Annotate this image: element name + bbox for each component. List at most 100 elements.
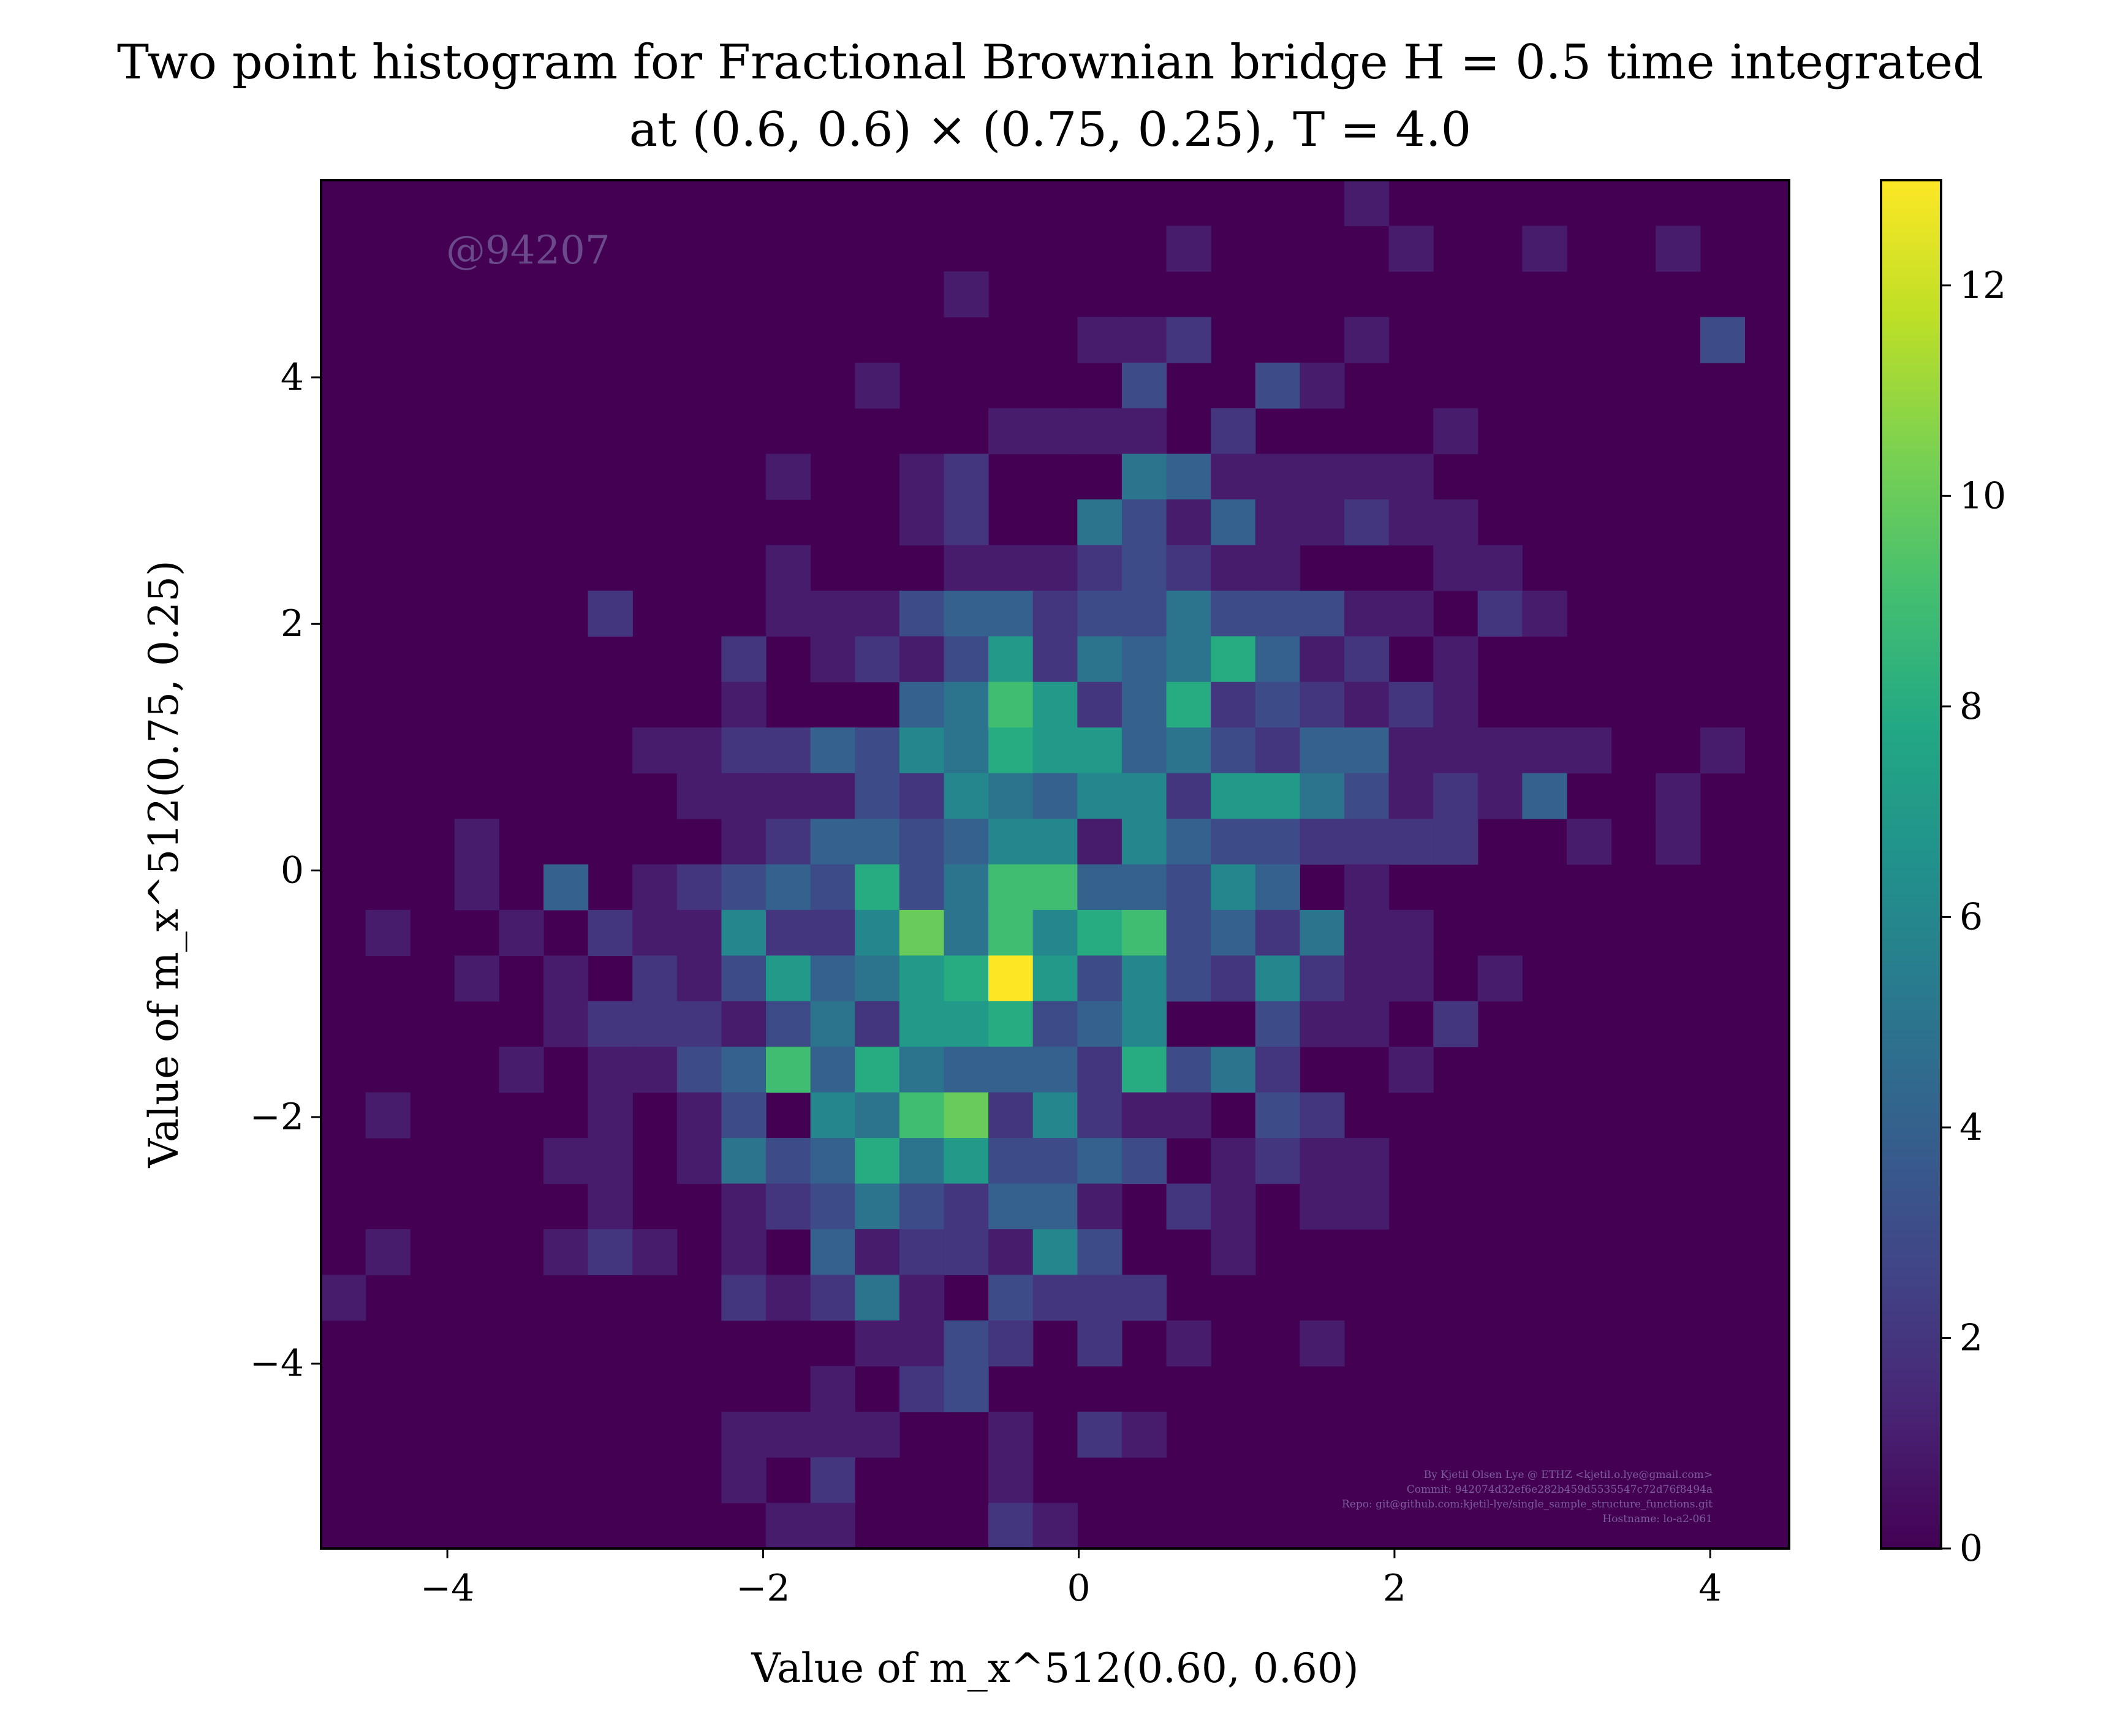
heatmap-cell xyxy=(810,1229,855,1275)
heatmap-cell xyxy=(1077,545,1122,591)
heatmap-cell xyxy=(1433,727,1478,774)
heatmap-cell xyxy=(855,1092,900,1139)
heatmap-cell xyxy=(721,1183,767,1230)
credit-line: By Kjetil Olsen Lye @ ETHZ <kjetil.o.lye… xyxy=(1424,1469,1713,1481)
watermark: @94207 xyxy=(446,228,610,273)
heatmap-cell xyxy=(1344,727,1390,774)
heatmap-cell xyxy=(721,955,767,1002)
heatmap-cell xyxy=(810,1503,855,1549)
heatmap-cell xyxy=(1433,636,1478,683)
heatmap-cell xyxy=(676,909,722,956)
heatmap-cell xyxy=(1255,1092,1300,1139)
heatmap-cell xyxy=(988,1183,1034,1230)
heatmap-cell xyxy=(1077,1047,1122,1093)
heatmap-cell xyxy=(855,864,900,911)
heatmap-cell xyxy=(855,1183,900,1230)
heatmap-cell xyxy=(1121,636,1167,683)
heatmap-cell xyxy=(1255,1138,1300,1184)
heatmap-cell xyxy=(899,1275,945,1321)
heatmap-cell xyxy=(1121,499,1167,546)
heatmap-cell xyxy=(1433,499,1478,546)
heatmap-cell xyxy=(1077,727,1122,774)
heatmap-cell xyxy=(1032,1275,1078,1321)
heatmap-cell xyxy=(899,727,945,774)
heatmap-cell xyxy=(632,909,678,956)
heatmap-cell xyxy=(1166,1047,1211,1093)
heatmap-cell xyxy=(988,1092,1034,1139)
heatmap-cell xyxy=(1300,499,1345,546)
heatmap-cell xyxy=(1166,727,1211,774)
heatmap-cell xyxy=(988,955,1034,1002)
heatmap-cell xyxy=(944,1092,989,1139)
y-tick-label: −2 xyxy=(250,1096,304,1139)
heatmap-cell xyxy=(1300,819,1345,865)
heatmap-cell xyxy=(766,1183,811,1230)
heatmap-cell xyxy=(988,1229,1034,1275)
heatmap-cell xyxy=(1211,1229,1256,1275)
heatmap-cell xyxy=(1566,727,1612,774)
heatmap-cell xyxy=(1032,408,1078,455)
heatmap-cell xyxy=(988,1047,1034,1093)
heatmap-cell xyxy=(1032,955,1078,1002)
credit-line: Hostname: lo-a2-061 xyxy=(1602,1513,1713,1525)
colorbar: 0 2 4 6 8 10 12 xyxy=(1880,179,2006,1570)
heatmap-cell xyxy=(1121,317,1167,363)
heatmap-cell xyxy=(1344,819,1390,865)
heatmap-cell xyxy=(1077,681,1122,728)
heatmap-cell xyxy=(1077,819,1122,865)
heatmap-cell xyxy=(1121,727,1167,774)
heatmap-cell xyxy=(855,727,900,774)
heatmap-cell xyxy=(810,1457,855,1504)
heatmap-cell xyxy=(899,636,945,683)
heatmap-cell xyxy=(810,1092,855,1139)
heatmap-cell xyxy=(1477,545,1523,591)
heatmap-cell xyxy=(855,1229,900,1275)
heatmap-cell xyxy=(944,499,989,546)
heatmap-cell xyxy=(1344,1138,1390,1184)
y-tick-label: −4 xyxy=(250,1342,304,1385)
heatmap-cell xyxy=(1121,819,1167,865)
heatmap-cell xyxy=(1166,1183,1211,1230)
heatmap-cell xyxy=(1388,453,1434,500)
heatmap-cell xyxy=(1300,1320,1345,1366)
heatmap-cell xyxy=(855,773,900,819)
heatmap-cell xyxy=(1300,1092,1345,1139)
heatmap-cell xyxy=(944,545,989,591)
heatmap-cell xyxy=(944,1001,989,1047)
heatmap-cell xyxy=(855,1001,900,1047)
heatmap-cell xyxy=(1166,955,1211,1002)
heatmap-cell xyxy=(365,1229,411,1275)
heatmap-cell xyxy=(810,590,855,637)
heatmap-cell xyxy=(1032,727,1078,774)
heatmap-cell xyxy=(1166,317,1211,363)
heatmap-cell xyxy=(454,955,500,1002)
heatmap-cell xyxy=(454,864,500,911)
heatmap-cell xyxy=(1077,590,1122,637)
heatmap-cell xyxy=(588,1092,633,1139)
heatmap-cell xyxy=(1121,453,1167,500)
heatmap-cell xyxy=(855,1320,900,1366)
heatmap-cell xyxy=(543,1138,589,1184)
heatmap-cell xyxy=(855,1411,900,1458)
heatmap-cell xyxy=(810,636,855,683)
heatmap-cell xyxy=(543,1001,589,1047)
heatmap-cell xyxy=(1032,636,1078,683)
heatmap-cell xyxy=(766,1138,811,1184)
heatmap-cell xyxy=(721,1138,767,1184)
heatmap-cell xyxy=(721,1229,767,1275)
heatmap-cell xyxy=(543,955,589,1002)
heatmap-cell xyxy=(855,636,900,683)
chart-title-line2: at (0.6, 0.6) × (0.75, 0.25), T = 4.0 xyxy=(629,102,1472,157)
heatmap-cell xyxy=(944,1138,989,1184)
heatmap-cell xyxy=(1300,453,1345,500)
heatmap-cell xyxy=(944,1229,989,1275)
heatmap-cell xyxy=(676,727,722,774)
colorbar-frame xyxy=(1880,179,1942,1550)
heatmap-cell xyxy=(1077,1183,1122,1230)
heatmap-cell xyxy=(1255,453,1300,500)
heatmap-cell xyxy=(1211,499,1256,546)
heatmap-cell xyxy=(1211,727,1256,774)
heatmap-cell xyxy=(676,955,722,1002)
heatmap-cell xyxy=(1032,1183,1078,1230)
heatmap-cell xyxy=(899,955,945,1002)
